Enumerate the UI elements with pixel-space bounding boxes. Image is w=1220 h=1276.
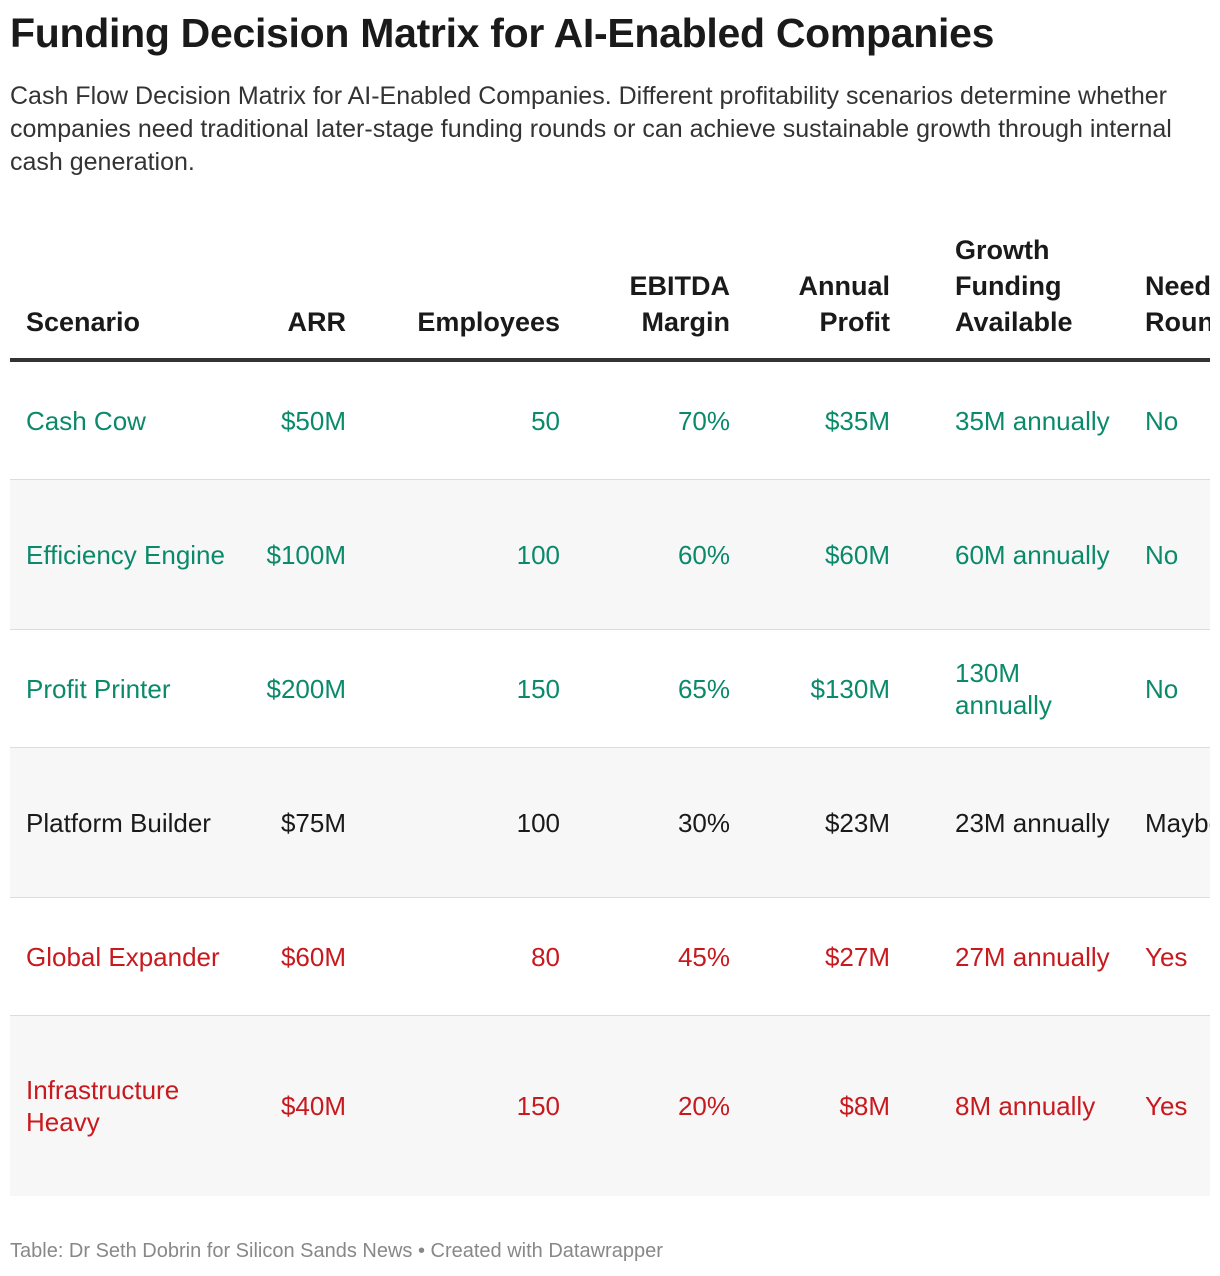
- table-header: Scenario ARR Employees EBITDA Margin Ann…: [10, 228, 1210, 362]
- cell-growth-funding: 27M annually: [955, 941, 1110, 972]
- cell-arr: $40M: [280, 1091, 346, 1121]
- cell-employees: 100: [516, 539, 560, 570]
- cell-arr: $100M: [266, 539, 347, 570]
- cell-scenario: Profit Printer: [26, 673, 171, 704]
- cell-scenario: Cash Cow: [26, 405, 146, 436]
- cell-arr: $60M: [280, 941, 346, 972]
- cell-annual-profit: $60M: [824, 539, 890, 570]
- cell-annual-profit: $35M: [824, 405, 890, 436]
- cell-need-later-rounds: Yes: [1145, 941, 1188, 972]
- cell-ebitda-margin: 65%: [677, 673, 730, 704]
- cell-annual-profit: $130M: [810, 673, 891, 704]
- column-header-growth-funding[interactable]: Growth Funding Available: [955, 235, 1073, 337]
- cell-ebitda-margin: 70%: [677, 405, 730, 436]
- table-row: Efficiency Engine $100M 100 60% $60M 60M annu…: [10, 480, 1210, 630]
- cell-ebitda-margin: 20%: [677, 1091, 730, 1121]
- chart-subtitle: Cash Flow Decision Matrix for AI-Enabled…: [10, 82, 1172, 176]
- cell-annual-profit: $8M: [839, 1091, 890, 1121]
- cell-growth-funding: 23M annually: [955, 807, 1110, 838]
- cell-ebitda-margin: 45%: [677, 941, 730, 972]
- column-header-ebitda-margin[interactable]: EBITDA Margin: [629, 271, 731, 337]
- cell-need-later-rounds: No: [1145, 673, 1179, 704]
- column-header-annual-profit[interactable]: Annual Profit: [798, 271, 891, 337]
- table-row: Cash Cow $50M 50 70% $35M 35M annually No: [10, 362, 1210, 480]
- table-row: Platform Builder $75M 100 30% $23M 23M annual…: [10, 748, 1210, 898]
- cell-growth-funding: 8M annually: [955, 1091, 1096, 1121]
- cell-scenario: Infrastructure Heavy: [26, 1075, 180, 1137]
- cell-arr: $200M: [266, 673, 347, 704]
- cell-arr: $75M: [280, 807, 346, 838]
- cell-scenario: Efficiency Engine: [26, 539, 225, 570]
- cell-growth-funding: 60M annually: [955, 539, 1110, 570]
- cell-arr: $50M: [280, 405, 346, 436]
- column-header-need-later-rounds[interactable]: Need Later Rounds?: [1145, 271, 1210, 337]
- cell-employees: 50: [531, 405, 560, 436]
- table-body: Scenario ARR Employees EBITDA Margin Ann…: [10, 228, 1210, 1196]
- cell-growth-funding: 130M annually: [955, 657, 1052, 720]
- cell-need-later-rounds: Yes: [1145, 1091, 1188, 1121]
- cell-employees: 80: [531, 941, 560, 972]
- cell-annual-profit: $27M: [824, 941, 890, 972]
- cell-scenario: Platform Builder: [26, 807, 211, 838]
- cell-employees: 100: [516, 807, 560, 838]
- column-header-arr[interactable]: ARR: [287, 307, 347, 337]
- cell-scenario: Global Expander: [26, 941, 220, 972]
- table-row: Global Expander $60M 80 45% $27M 27M annually…: [10, 898, 1210, 1016]
- column-header-employees[interactable]: Employees: [417, 307, 560, 337]
- decision-matrix-table[interactable]: Scenario ARR Employees EBITDA Margin Ann…: [10, 228, 1210, 1200]
- table-rows: Cash Cow $50M 50 70% $35M 35M annually No Effic…: [10, 362, 1210, 1196]
- column-header-scenario[interactable]: Scenario: [26, 307, 141, 337]
- cell-employees: 150: [516, 1091, 560, 1121]
- cell-need-later-rounds: No: [1145, 539, 1179, 570]
- chart-title: Funding Decision Matrix for AI-Enabled C…: [10, 10, 995, 56]
- cell-employees: 150: [516, 673, 560, 704]
- cell-growth-funding: 35M annually: [955, 405, 1110, 436]
- source-footer: Table: Dr Seth Dobrin for Silicon Sands …: [10, 1240, 663, 1262]
- table-row: Profit Printer $200M 150 65% $130M 130M annua…: [10, 630, 1210, 748]
- cell-ebitda-margin: 30%: [677, 807, 730, 838]
- cell-annual-profit: $23M: [824, 807, 890, 838]
- table-row: Infrastructure Heavy $40M 150 20% $8M 8M annu…: [10, 1016, 1210, 1196]
- cell-need-later-rounds: No: [1145, 405, 1179, 436]
- cell-ebitda-margin: 60%: [677, 539, 730, 570]
- cell-need-later-rounds: Maybe: [1145, 807, 1210, 838]
